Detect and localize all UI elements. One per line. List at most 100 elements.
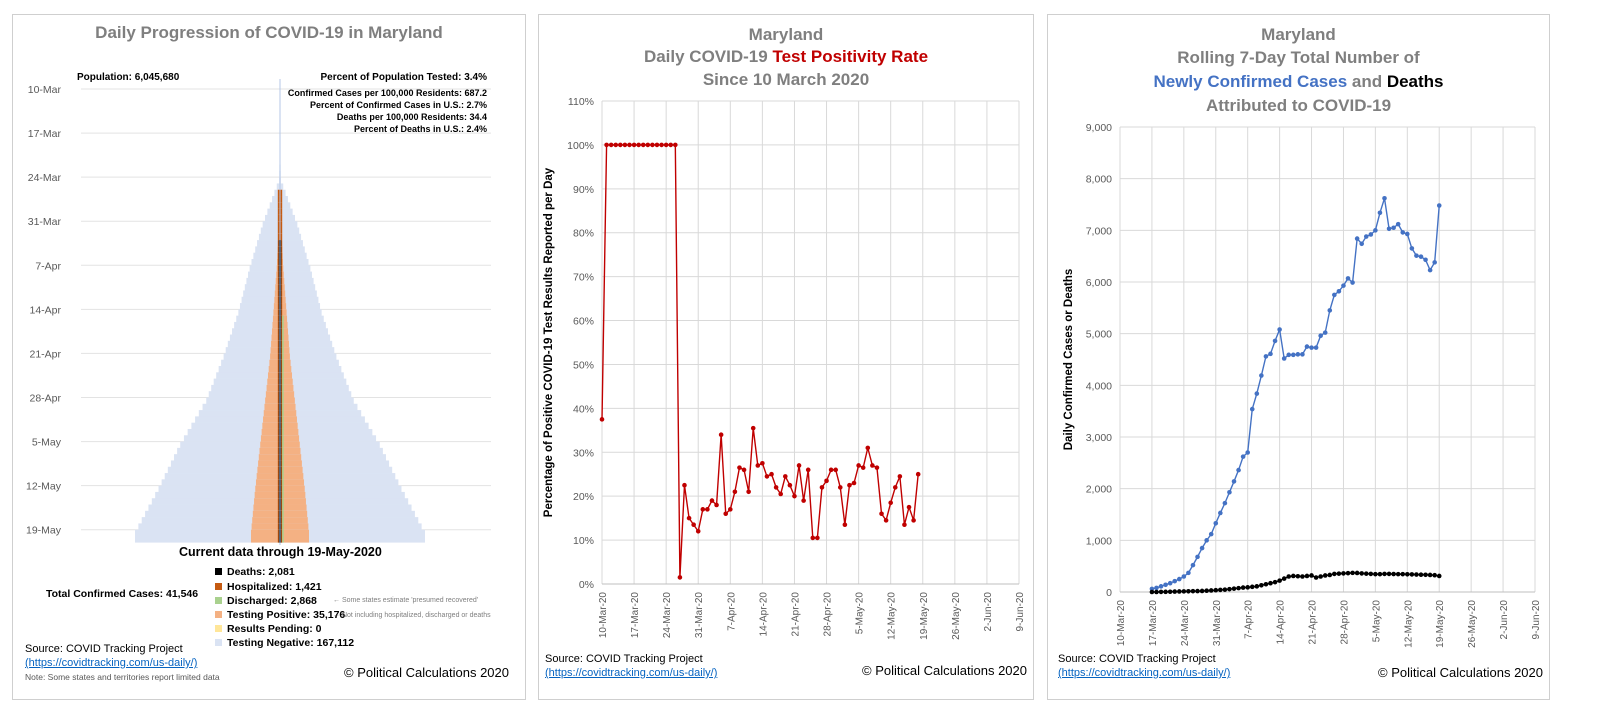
positivity-panel: Maryland Daily COVID-19 Test Positivity … xyxy=(538,14,1034,700)
data-point xyxy=(773,485,779,490)
data-point xyxy=(1277,578,1282,583)
data-point xyxy=(714,502,719,508)
data-point xyxy=(815,535,820,541)
data-point xyxy=(1327,308,1333,313)
legend-hospitalized: Hospitalized: 1,421 xyxy=(215,581,322,593)
data-point xyxy=(1218,510,1223,516)
data-point xyxy=(1350,280,1355,285)
data-point xyxy=(709,498,715,503)
rolling-title-line3: Newly Confirmed Cases and Deaths xyxy=(1153,72,1444,91)
source-link[interactable]: (https://covidtracking.com/us-daily/) xyxy=(1058,667,1231,679)
legend-swatch xyxy=(215,639,222,646)
data-point xyxy=(737,465,742,470)
data-point xyxy=(1313,345,1319,350)
source-link[interactable]: (https://covidtracking.com/us-daily/) xyxy=(545,667,718,679)
data-point xyxy=(837,485,843,490)
data-point xyxy=(1359,571,1365,576)
data-point xyxy=(1172,578,1178,584)
data-point xyxy=(723,511,729,517)
discharged-bar xyxy=(282,460,284,468)
data-point xyxy=(1186,570,1191,576)
data-point xyxy=(1236,467,1241,473)
discharged-bar xyxy=(282,378,284,386)
data-point xyxy=(1227,586,1232,592)
data-point xyxy=(1414,572,1419,577)
data-point xyxy=(755,463,761,468)
data-point xyxy=(1290,352,1296,358)
data-point xyxy=(1309,573,1314,578)
y-tick-label: 4,000 xyxy=(1086,380,1112,392)
x-tick-label: 24-Mar-20 xyxy=(662,592,673,639)
discharged-bar xyxy=(282,340,284,348)
data-point xyxy=(1414,253,1419,258)
stat-percent-deaths-us: Percent of Deaths in U.S.: 2.4% xyxy=(353,124,487,134)
data-point xyxy=(1208,531,1214,537)
x-tick-label: 12-May-20 xyxy=(887,592,898,640)
data-point xyxy=(645,142,651,148)
data-point xyxy=(1327,572,1333,578)
data-point xyxy=(911,518,916,523)
copyright: © Political Calculations 2020 xyxy=(862,663,1027,678)
data-point xyxy=(668,142,674,148)
data-point xyxy=(1395,221,1401,227)
date-label: 12-May xyxy=(26,481,62,493)
current-data-label: Current data through 19-May-2020 xyxy=(179,545,382,559)
data-point xyxy=(792,493,797,499)
data-point xyxy=(1259,582,1264,588)
source-label: Source: COVID Tracking Project xyxy=(1058,653,1216,665)
progression-panel: Daily Progression of COVID-19 in Marylan… xyxy=(12,14,526,700)
data-point xyxy=(599,417,605,422)
rolling-title-line1: Maryland xyxy=(1261,25,1336,44)
data-point xyxy=(1268,351,1273,357)
data-point xyxy=(892,485,898,490)
data-point xyxy=(860,465,866,470)
data-point xyxy=(782,474,788,479)
date-label: 17-Mar xyxy=(28,128,62,140)
data-point xyxy=(1354,236,1360,241)
data-point xyxy=(828,467,834,473)
data-point xyxy=(851,480,857,486)
data-point xyxy=(1322,573,1328,578)
y-tick-label: 100% xyxy=(567,140,594,152)
data-point xyxy=(833,467,839,473)
data-point xyxy=(769,471,774,477)
data-point xyxy=(732,489,738,495)
data-point xyxy=(1154,589,1159,595)
data-point xyxy=(1199,545,1205,551)
data-point xyxy=(718,432,724,438)
discharged-bar xyxy=(282,397,284,405)
x-tick-label: 10-Mar-20 xyxy=(598,592,609,639)
data-point xyxy=(1213,520,1219,526)
discharged-bar xyxy=(282,441,284,449)
x-tick-label: 7-Apr-20 xyxy=(1244,600,1255,639)
y-axis-title: Daily Confirmed Cases or Deaths xyxy=(1063,269,1075,451)
source-link[interactable]: (https://covidtracking.com/us-daily/) xyxy=(25,657,198,669)
note-not-including: ← Not including hospitalized, discharged… xyxy=(333,612,491,619)
legend-swatch xyxy=(215,568,222,575)
y-tick-label: 20% xyxy=(573,491,594,503)
footnote: Note: Some states and territories report… xyxy=(25,672,220,682)
discharged-bar xyxy=(282,517,284,524)
legend-deaths: Deaths: 2,081 xyxy=(215,566,295,578)
data-point xyxy=(604,142,609,148)
data-point xyxy=(728,507,733,512)
data-point xyxy=(1332,571,1337,577)
source-label: Source: COVID Tracking Project xyxy=(545,653,703,665)
data-point xyxy=(1409,246,1415,251)
data-point xyxy=(897,474,903,479)
legend-swatch xyxy=(215,611,222,618)
data-point xyxy=(1245,585,1250,590)
data-point xyxy=(650,142,655,148)
data-point xyxy=(1240,585,1246,590)
legend-testing-positive: Testing Positive: 35,176 xyxy=(215,609,345,621)
x-tick-label: 14-Apr-20 xyxy=(758,592,769,637)
date-label: 24-Mar xyxy=(28,172,62,184)
data-point xyxy=(705,507,710,512)
data-point xyxy=(1295,352,1301,357)
data-point xyxy=(627,142,632,148)
data-point xyxy=(1163,589,1168,595)
data-point xyxy=(1304,344,1310,349)
data-point xyxy=(1263,354,1269,359)
data-point xyxy=(810,535,816,541)
discharged-bar xyxy=(282,447,284,455)
